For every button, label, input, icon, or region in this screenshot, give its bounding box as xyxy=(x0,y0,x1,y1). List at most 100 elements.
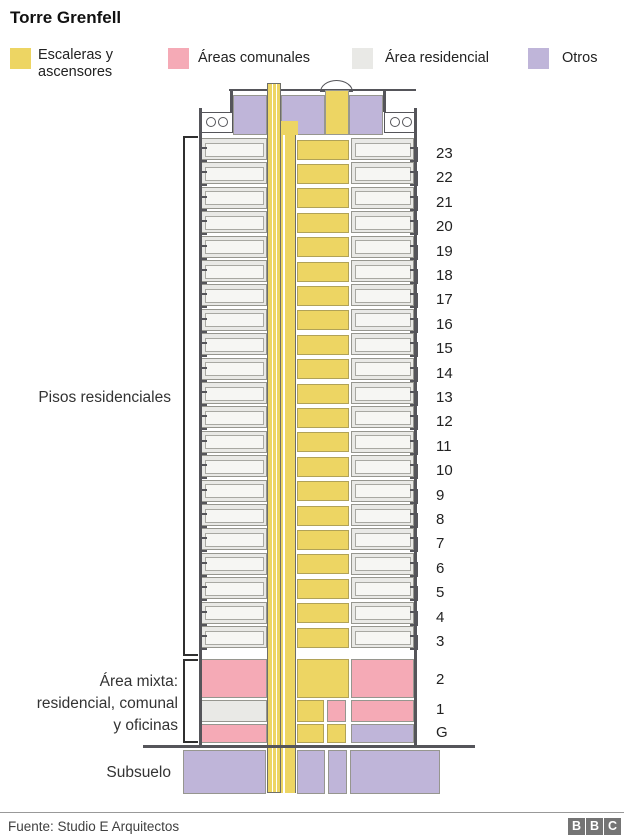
stair-landing-block xyxy=(297,334,349,355)
stair-landing-block xyxy=(297,139,349,160)
legend-swatch-escaleras xyxy=(10,48,31,69)
page-title: Torre Grenfell xyxy=(10,8,122,27)
apartment-inner-left xyxy=(205,386,264,401)
communal-block-small xyxy=(327,700,346,722)
roof-stair-core xyxy=(325,90,349,135)
vent-circle-icon xyxy=(402,117,412,127)
legend-swatch-comunales xyxy=(168,48,189,69)
basement-block xyxy=(350,749,440,794)
stair-landing-block xyxy=(297,359,349,380)
tower-wall-right xyxy=(414,108,417,746)
vent-circle-icon xyxy=(218,117,228,127)
apartment-inner-right xyxy=(355,410,411,425)
apartment-inner-left xyxy=(205,337,264,352)
floor-label: 18 xyxy=(436,267,453,284)
floor-label: 22 xyxy=(436,169,453,187)
label-basement: Subsuelo xyxy=(106,764,171,781)
legend-swatch-residencial xyxy=(352,48,373,69)
stair-landing-block xyxy=(297,383,349,404)
lift-shaft xyxy=(267,83,281,793)
residential-block-left xyxy=(201,700,267,722)
apartment-inner-right xyxy=(355,337,411,352)
floor-label: 6 xyxy=(436,559,445,577)
stair-landing-block xyxy=(297,554,349,575)
stair-block-small xyxy=(297,700,324,722)
apartment-inner-left xyxy=(205,606,264,621)
apartment-inner-left xyxy=(205,362,264,377)
floor-label: 14 xyxy=(436,364,453,382)
apartment-inner-left xyxy=(205,630,264,645)
legend-label-otros: Otros xyxy=(562,50,598,66)
floor-label: 4 xyxy=(436,608,445,626)
legend-swatch-otros xyxy=(528,48,549,69)
communal-block-right xyxy=(351,659,414,698)
apartment-inner-left xyxy=(205,410,264,425)
apartment-inner-left xyxy=(205,166,264,181)
communal-block-right xyxy=(351,700,414,722)
basement-block xyxy=(297,749,325,794)
floor-label: 13 xyxy=(436,389,453,406)
apartment-inner-right xyxy=(355,240,411,255)
floor-label: 1 xyxy=(436,701,445,718)
stair-shaft-divider xyxy=(282,135,285,793)
roof-plant-room-left xyxy=(233,95,267,135)
apartment-inner-right xyxy=(355,166,411,181)
stair-landing-block xyxy=(297,285,349,306)
communal-block-left xyxy=(201,659,267,698)
apartment-inner-left xyxy=(205,557,264,572)
bracket-residential xyxy=(183,136,198,656)
floor-label: 19 xyxy=(436,242,453,260)
apartment-inner-left xyxy=(205,240,264,255)
stair-landing-block xyxy=(297,237,349,258)
apartment-inner-right xyxy=(355,508,411,523)
lift-shaft-divider-2 xyxy=(275,84,277,792)
stair-landing-block xyxy=(297,432,349,453)
apartment-inner-right xyxy=(355,557,411,572)
stair-landing-block xyxy=(297,627,349,648)
roof-line xyxy=(229,88,416,91)
floor-label: 7 xyxy=(436,535,445,553)
apartment-inner-right xyxy=(355,459,411,474)
label-residential-floors: Pisos residenciales xyxy=(38,389,171,406)
roof-vent-box-right xyxy=(384,112,417,133)
tower-wall-left xyxy=(199,108,202,746)
apartment-inner-right xyxy=(355,215,411,230)
vent-circle-icon xyxy=(390,117,400,127)
apartment-inner-right xyxy=(355,264,411,279)
floor-label: 9 xyxy=(436,486,445,504)
apartment-inner-right xyxy=(355,532,411,547)
apartment-inner-left xyxy=(205,484,264,499)
floor-label: 3 xyxy=(436,633,445,650)
vent-circle-icon xyxy=(206,117,216,127)
floor-label: 10 xyxy=(436,462,453,480)
floor-label: 5 xyxy=(436,584,445,602)
floor-label: 21 xyxy=(436,193,453,211)
floor-label: 15 xyxy=(436,340,453,358)
roof-parapet-riser-left xyxy=(230,90,233,112)
legend-label-escaleras: Escaleras y ascensores xyxy=(38,47,113,80)
stair-landing-block xyxy=(297,529,349,550)
apartment-inner-left xyxy=(205,532,264,547)
apartment-inner-right xyxy=(355,313,411,328)
apartment-inner-left xyxy=(205,215,264,230)
floor-label: G xyxy=(436,724,448,741)
floor-label: 17 xyxy=(436,291,453,309)
communal-block-left xyxy=(201,723,267,743)
apartment-inner-right xyxy=(355,386,411,401)
apartment-inner-left xyxy=(205,581,264,596)
bbc-logo-block-1: B xyxy=(568,818,585,835)
apartment-inner-right xyxy=(355,288,411,303)
ground-line xyxy=(143,745,475,748)
apartment-inner-left xyxy=(205,435,264,450)
apartment-inner-right xyxy=(355,630,411,645)
apartment-inner-left xyxy=(205,459,264,474)
bbc-logo-block-3: C xyxy=(604,818,621,835)
stair-shaft-right-edge xyxy=(295,135,296,793)
apartment-inner-right xyxy=(355,362,411,377)
apartment-inner-left xyxy=(205,191,264,206)
roof-parapet-riser-right xyxy=(383,90,386,112)
stair-landing-block xyxy=(297,163,349,184)
stair-landing-block xyxy=(297,188,349,209)
roof-vent-box-left xyxy=(200,112,233,133)
